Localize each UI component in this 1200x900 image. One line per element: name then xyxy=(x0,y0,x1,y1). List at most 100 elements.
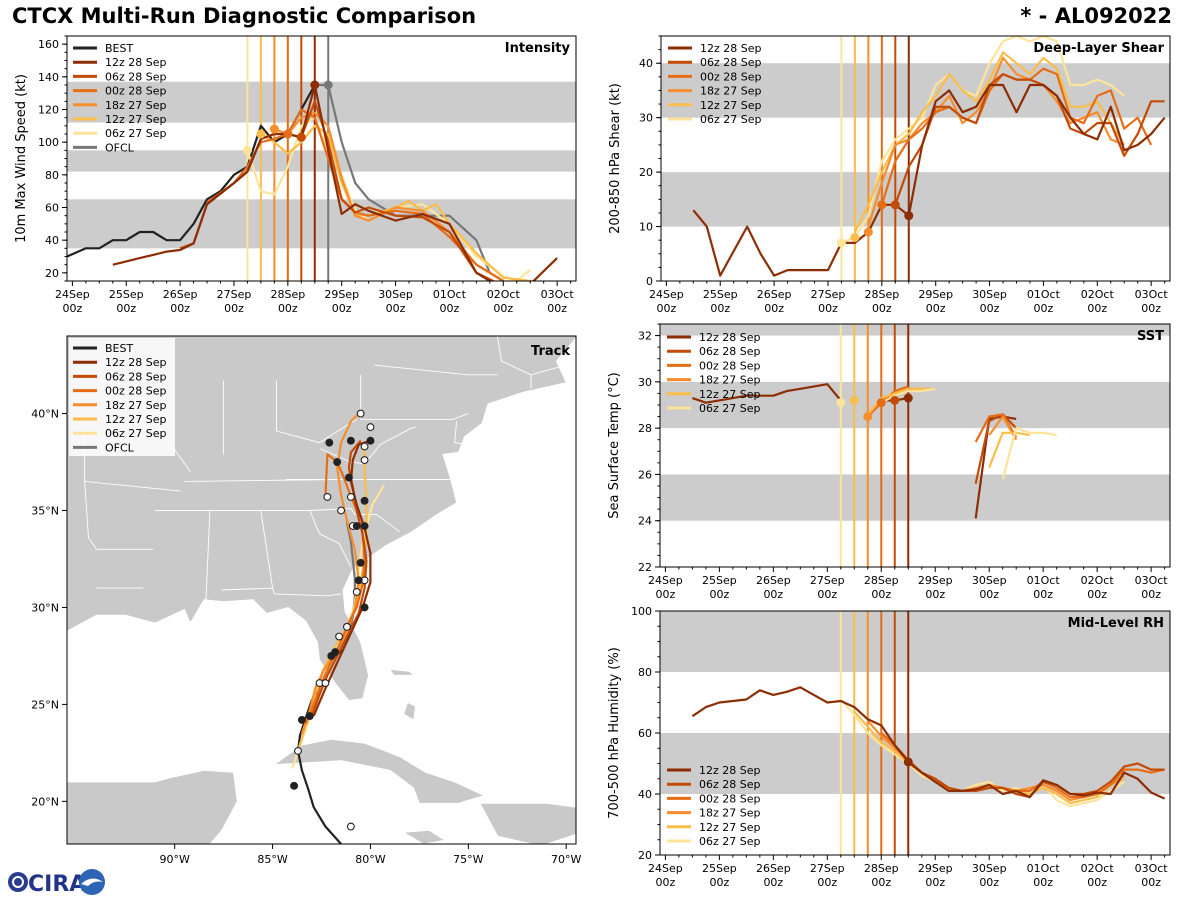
state-border xyxy=(496,336,532,376)
legend-label-12z-27-sep: 12z 27 Sep xyxy=(105,113,167,126)
track-point-open xyxy=(294,746,302,755)
x-tick-label: 02Oct xyxy=(1081,862,1115,875)
legend-label-18z-27-sep: 18z 27 Sep xyxy=(700,85,762,98)
x-tick-sublabel: 00z xyxy=(817,588,837,601)
init-marker-06z-27-sep xyxy=(242,145,252,155)
legend-label-00z-28-sep: 00z 28 Sep xyxy=(699,792,761,805)
y-tick-label: 24 xyxy=(638,515,652,528)
lon-tick-label: 90°W xyxy=(159,853,189,866)
x-tick-label: 25Sep xyxy=(702,574,737,587)
y-tick-label: 80 xyxy=(45,169,59,182)
x-tick-label: 26Sep xyxy=(756,574,791,587)
x-tick-label: 26Sep xyxy=(757,288,792,301)
x-tick-sublabel: 00z xyxy=(62,302,82,315)
state-border xyxy=(276,380,357,444)
storm-id: * - AL092022 xyxy=(1020,4,1172,28)
plot-area xyxy=(691,611,1166,855)
x-tick-label: 26Sep xyxy=(163,288,198,301)
north-america-land xyxy=(67,336,576,701)
hispaniola-land xyxy=(479,802,576,844)
x-tick-label: 30Sep xyxy=(378,288,413,301)
x-tick-label: 28Sep xyxy=(864,288,899,301)
y-axis-label: 700-500 hPa Humidity (%) xyxy=(607,647,622,819)
y-tick-label: 30 xyxy=(638,376,652,389)
y-tick-label: 26 xyxy=(638,468,652,481)
page-title: CTCX Multi-Run Diagnostic Comparison xyxy=(12,4,477,28)
y-tick-label: 40 xyxy=(638,788,652,801)
legend-label-00z-28-sep: 00z 28 Sep xyxy=(105,385,167,398)
y-axis-label: Sea Surface Temp (°C) xyxy=(607,372,622,519)
plot-area xyxy=(692,324,1057,567)
x-tick-sublabel: 00z xyxy=(979,588,999,601)
panel-title: SST xyxy=(1137,329,1164,344)
x-tick-sublabel: 00z xyxy=(764,302,784,315)
init-marker-12z-28-sep xyxy=(310,80,320,90)
x-tick-sublabel: 00z xyxy=(709,876,729,889)
series-line-06z-28-sep xyxy=(974,413,1017,484)
axes-frame xyxy=(659,323,1171,568)
series-line-12z-27-sep xyxy=(988,431,1030,468)
x-tick-label: 29Sep xyxy=(918,288,953,301)
legend-label-06z-28-sep: 06z 28 Sep xyxy=(699,345,761,358)
legend-label-06z-27-sep: 06z 27 Sep xyxy=(105,427,167,440)
series-line-12z-28-sep xyxy=(692,83,1166,277)
band-2 xyxy=(660,324,1170,336)
state-border xyxy=(205,510,211,600)
x-tick-sublabel: 00z xyxy=(440,302,460,315)
init-marker-00z-28-sep xyxy=(876,398,886,408)
state-border xyxy=(221,587,342,597)
x-tick-label: 28Sep xyxy=(864,574,899,587)
x-tick-label: 02Oct xyxy=(1081,574,1115,587)
init-marker-12z-27-sep xyxy=(849,395,859,405)
state-border xyxy=(309,508,401,533)
x-tick-label: 24Sep xyxy=(55,288,90,301)
x-tick-label: 30Sep xyxy=(972,288,1007,301)
y-tick-label: 160 xyxy=(38,38,59,51)
legend-label-00z-28-sep: 00z 28 Sep xyxy=(105,85,167,98)
lat-tick-label: 40°N xyxy=(31,408,59,421)
legend-label-06z-28-sep: 06z 28 Sep xyxy=(699,778,761,791)
legend-label-18z-27-sep: 18z 27 Sep xyxy=(105,399,167,412)
x-tick-sublabel: 00z xyxy=(926,302,946,315)
x-tick-sublabel: 00z xyxy=(1087,302,1107,315)
track-point-filled xyxy=(344,473,353,482)
init-marker-06z-27-sep xyxy=(836,238,846,248)
series-line-06z-27-sep xyxy=(246,116,531,281)
init-marker-18z-27-sep xyxy=(269,124,279,134)
x-tick-sublabel: 00z xyxy=(224,302,244,315)
y-tick-label: 22 xyxy=(638,561,652,574)
jamaica-land xyxy=(402,829,446,844)
legend-box xyxy=(69,338,175,456)
y-tick-label: 80 xyxy=(638,666,652,679)
track-point-filled xyxy=(333,458,342,466)
rh-chart: 2040608010024Sep00z25Sep00z26Sep00z27Sep… xyxy=(607,605,1171,889)
y-tick-label: 40 xyxy=(45,234,59,247)
legend-label-06z-28-sep: 06z 28 Sep xyxy=(105,70,167,83)
lat-tick-label: 25°N xyxy=(31,698,59,711)
x-tick-sublabel: 00z xyxy=(872,302,892,315)
legend-label-12z-27-sep: 12z 27 Sep xyxy=(699,388,761,401)
y-tick-label: 30 xyxy=(639,112,653,125)
y-tick-label: 120 xyxy=(38,104,59,117)
band-0 xyxy=(67,199,576,249)
legend-label-12z-28-sep: 12z 28 Sep xyxy=(699,331,761,344)
x-tick-label: 28Sep xyxy=(864,862,899,875)
mexico-land xyxy=(67,769,238,844)
state-border xyxy=(184,479,338,482)
init-marker-18z-27-sep xyxy=(863,412,873,422)
plot-area xyxy=(692,36,1166,281)
legend-label-best: BEST xyxy=(105,342,133,355)
y-tick-label: 0 xyxy=(646,275,653,288)
legend-label-12z-28-sep: 12z 28 Sep xyxy=(105,56,167,69)
logo-text: CIRA xyxy=(28,872,86,897)
state-border xyxy=(374,364,498,376)
x-tick-sublabel: 00z xyxy=(710,302,730,315)
track-point-filled xyxy=(360,522,369,530)
x-tick-label: 03Oct xyxy=(1135,862,1169,875)
y-axis-label: 10m Max Wind Speed (kt) xyxy=(14,74,29,243)
legend-label-best: BEST xyxy=(105,42,133,55)
legend-label-12z-28-sep: 12z 28 Sep xyxy=(699,764,761,777)
state-border xyxy=(454,421,469,446)
x-tick-label: 29Sep xyxy=(918,574,953,587)
bahamas-land xyxy=(389,669,415,676)
